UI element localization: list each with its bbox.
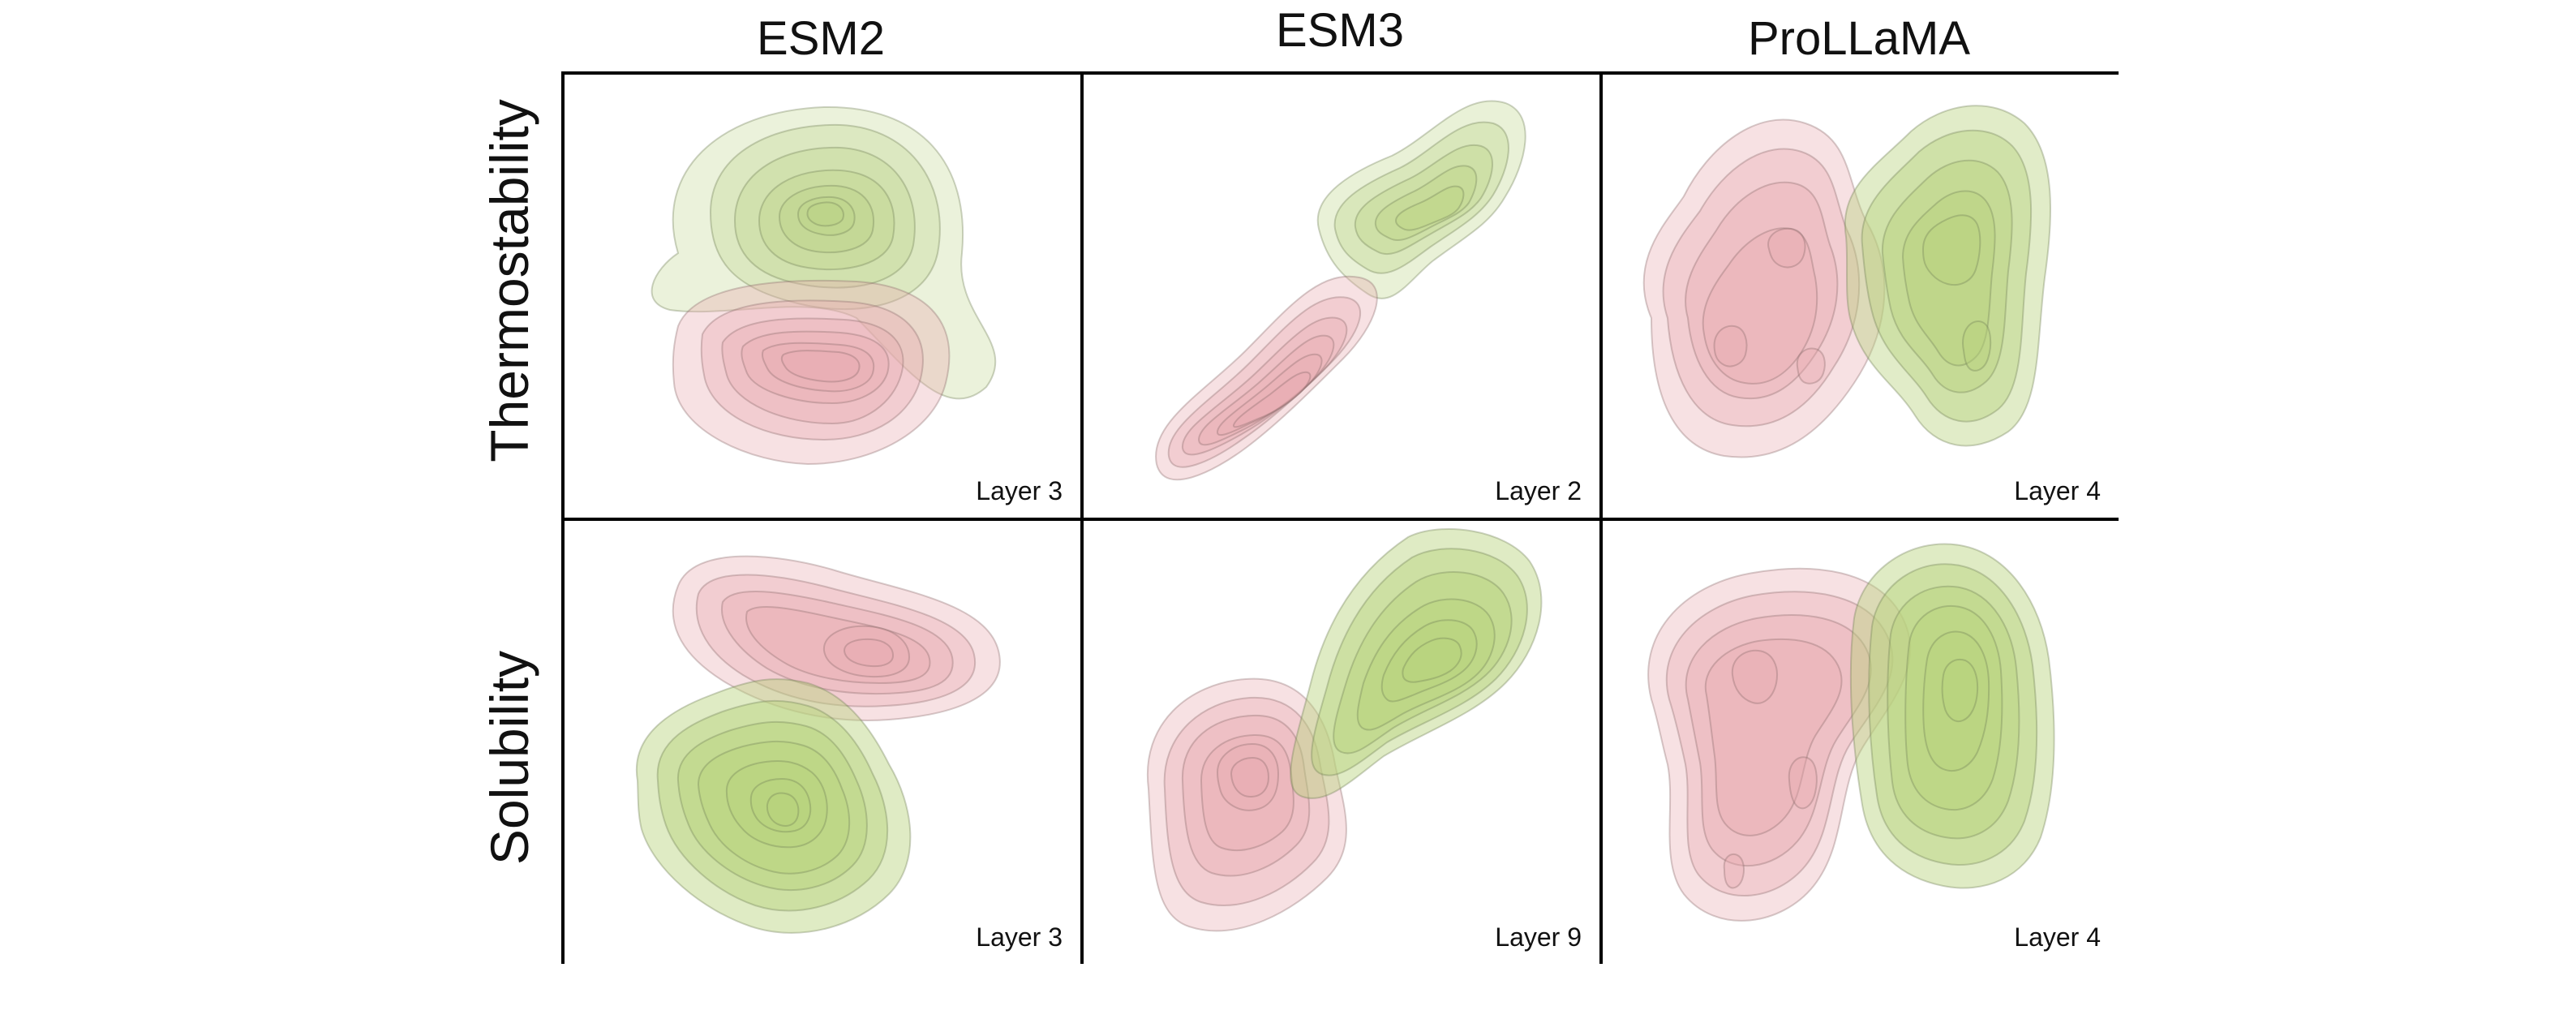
layer-label: Layer 9 — [1495, 922, 1582, 952]
layer-label: Layer 2 — [1495, 476, 1582, 505]
layer-label: Layer 4 — [2014, 922, 2101, 952]
layer-label: Layer 3 — [976, 922, 1063, 952]
density-plot — [650, 105, 997, 466]
row-title-solubility: Solubility — [479, 650, 539, 866]
density-plot — [1155, 100, 1526, 481]
panel-esm2-solubility: Layer 3 — [565, 521, 1080, 964]
column-title-esm3: ESM3 — [1276, 4, 1404, 57]
panel-esm3-solubility: Layer 9 — [1084, 521, 1599, 964]
panel-esm2-thermostability: Layer 3 — [565, 75, 1080, 518]
panel-prollama-thermostability: Layer 4 — [1603, 75, 2119, 518]
panel-esm3-thermostability: Layer 2 — [1084, 75, 1599, 518]
panel-grid: Layer 3 Layer 2 — [561, 71, 2119, 964]
density-plot — [1146, 528, 1543, 932]
layer-label: Layer 4 — [2014, 476, 2101, 505]
grid-divider-horizontal — [565, 518, 2115, 521]
column-title-prollama: ProLLaMA — [1747, 12, 1971, 65]
row-title-thermostability: Thermostability — [479, 99, 539, 462]
density-plot — [635, 555, 1001, 934]
panel-prollama-solubility: Layer 4 — [1603, 521, 2119, 964]
density-plot — [1642, 105, 2052, 458]
column-title-esm2: ESM2 — [757, 12, 885, 65]
layer-label: Layer 3 — [976, 476, 1063, 505]
density-plot — [1647, 543, 2055, 922]
